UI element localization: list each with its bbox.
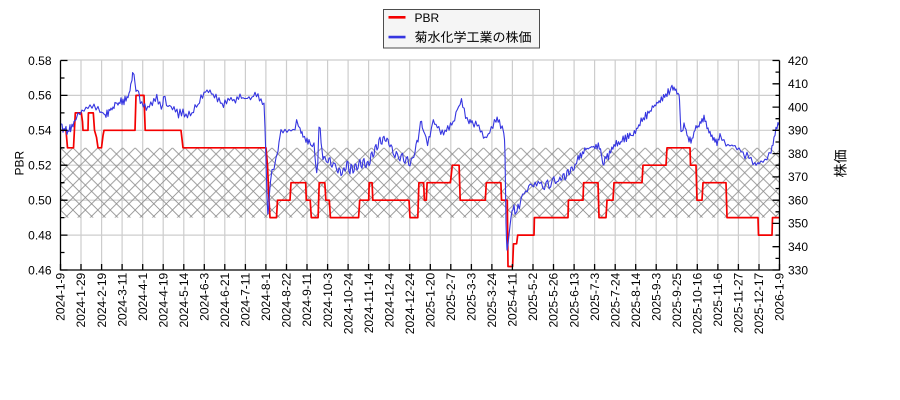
svg-text:2024-9-11: 2024-9-11	[300, 272, 314, 326]
svg-text:2025-5-26: 2025-5-26	[547, 272, 561, 327]
svg-text:2024-6-3: 2024-6-3	[198, 272, 212, 320]
svg-text:350: 350	[788, 217, 808, 231]
svg-text:2025-7-3: 2025-7-3	[588, 272, 602, 320]
svg-text:2025-9-3: 2025-9-3	[649, 272, 663, 320]
svg-text:420: 420	[788, 54, 808, 68]
svg-text:2025-9-25: 2025-9-25	[670, 272, 684, 327]
svg-text:2024-8-22: 2024-8-22	[280, 272, 294, 327]
svg-text:370: 370	[788, 170, 808, 184]
svg-text:2024-7-11: 2024-7-11	[239, 272, 253, 326]
svg-text:2024-1-9: 2024-1-9	[54, 272, 68, 320]
svg-text:2025-6-13: 2025-6-13	[567, 272, 581, 327]
svg-text:2024-12-4: 2024-12-4	[382, 272, 396, 327]
svg-text:0.50: 0.50	[28, 194, 52, 208]
svg-text:2024-3-11: 2024-3-11	[115, 272, 129, 326]
svg-text:410: 410	[788, 77, 808, 91]
svg-text:2024-4-1: 2024-4-1	[136, 272, 150, 320]
svg-text:2025-11-6: 2025-11-6	[711, 272, 725, 326]
svg-text:0.58: 0.58	[28, 54, 52, 68]
svg-text:2024-4-19: 2024-4-19	[156, 272, 170, 327]
svg-text:2024-10-3: 2024-10-3	[321, 272, 335, 327]
svg-text:400: 400	[788, 100, 808, 114]
svg-text:2024-6-21: 2024-6-21	[218, 272, 232, 327]
svg-text:0.46: 0.46	[28, 263, 52, 277]
svg-text:2025-3-24: 2025-3-24	[485, 272, 499, 327]
svg-text:2025-7-24: 2025-7-24	[608, 272, 622, 327]
svg-text:2024-11-14: 2024-11-14	[362, 272, 376, 333]
svg-text:390: 390	[788, 124, 808, 138]
svg-text:0.48: 0.48	[28, 228, 52, 242]
svg-text:2024-12-24: 2024-12-24	[403, 272, 417, 334]
svg-text:360: 360	[788, 194, 808, 208]
svg-text:2025-1-20: 2025-1-20	[424, 272, 438, 327]
svg-text:2025-4-11: 2025-4-11	[506, 272, 520, 326]
svg-text:2025-12-17: 2025-12-17	[752, 272, 766, 334]
svg-text:2024-10-24: 2024-10-24	[341, 272, 355, 334]
svg-text:2024-2-19: 2024-2-19	[95, 272, 109, 327]
svg-text:0.54: 0.54	[28, 124, 52, 138]
svg-text:2025-3-3: 2025-3-3	[465, 272, 479, 320]
svg-text:2025-10-16: 2025-10-16	[691, 272, 705, 334]
svg-text:2025-8-14: 2025-8-14	[629, 272, 643, 327]
svg-text:2025-11-27: 2025-11-27	[732, 272, 746, 333]
svg-text:340: 340	[788, 240, 808, 254]
svg-text:2026-1-9: 2026-1-9	[773, 272, 787, 320]
svg-text:2024-8-1: 2024-8-1	[259, 272, 273, 320]
svg-text:0.56: 0.56	[28, 89, 52, 103]
svg-text:2024-5-14: 2024-5-14	[177, 272, 191, 327]
svg-text:2024-1-29: 2024-1-29	[74, 272, 88, 327]
svg-text:2025-2-7: 2025-2-7	[444, 272, 458, 320]
svg-text:PBR: PBR	[415, 11, 440, 25]
svg-text:380: 380	[788, 147, 808, 161]
svg-text:330: 330	[788, 263, 808, 277]
svg-text:2025-5-2: 2025-5-2	[526, 272, 540, 320]
svg-text:PBR: PBR	[13, 151, 27, 176]
svg-text:0.52: 0.52	[28, 159, 52, 173]
